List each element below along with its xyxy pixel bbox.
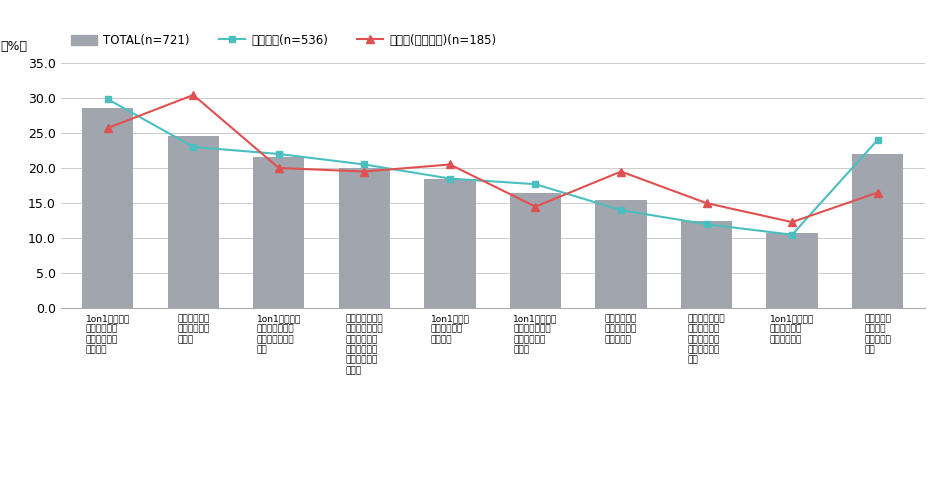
Bar [339,168,390,308]
Bar [595,200,646,308]
Bar [510,193,561,308]
Bar [852,154,903,308]
Legend: TOTAL(n=721), 一般社員(n=536), 管理職(課長以上)(n=185): TOTAL(n=721), 一般社員(n=536), 管理職(課長以上)(n=1… [66,29,502,52]
Bar [681,221,732,308]
Bar [767,233,818,308]
Text: （%）: （%） [0,40,27,53]
Bar [82,108,134,308]
Bar [167,136,219,308]
Bar [253,158,304,308]
Bar [424,178,475,308]
